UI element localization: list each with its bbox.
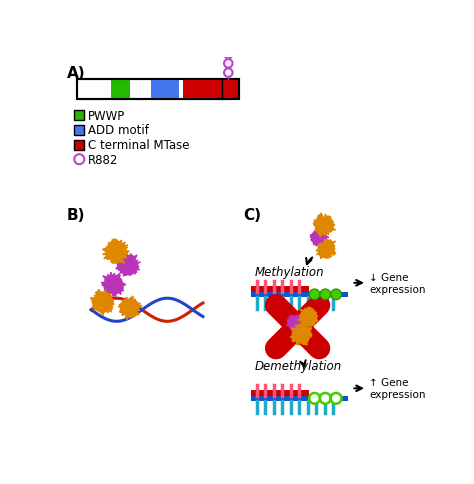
Bar (74, 140, 84, 151)
Circle shape (74, 155, 84, 165)
Text: C): C) (244, 208, 262, 223)
Polygon shape (102, 239, 129, 264)
Polygon shape (116, 254, 140, 276)
Bar (74, 111, 84, 121)
Bar (111, 79, 130, 100)
Circle shape (320, 289, 331, 300)
Bar (183, 79, 239, 100)
Polygon shape (90, 290, 114, 316)
Text: ↑ Gene
expression: ↑ Gene expression (369, 378, 426, 399)
Text: A): A) (66, 66, 85, 81)
Circle shape (224, 69, 233, 77)
Circle shape (331, 289, 341, 300)
Text: B): B) (66, 208, 85, 223)
Circle shape (224, 51, 233, 59)
Circle shape (224, 60, 233, 68)
Text: Methylation: Methylation (255, 265, 324, 278)
Text: PWWP: PWWP (88, 109, 126, 122)
Polygon shape (118, 296, 142, 320)
Text: ADD motif: ADD motif (88, 124, 149, 137)
Polygon shape (298, 307, 318, 329)
Polygon shape (310, 228, 329, 247)
Circle shape (309, 289, 320, 300)
Bar (74, 126, 84, 136)
Polygon shape (316, 240, 336, 259)
Circle shape (309, 393, 320, 404)
Bar (251, 292, 347, 298)
Bar (251, 390, 309, 396)
Polygon shape (313, 213, 336, 238)
Circle shape (331, 393, 341, 404)
Polygon shape (291, 324, 312, 346)
Bar (251, 287, 309, 292)
Text: Demethylation: Demethylation (255, 359, 342, 372)
Circle shape (320, 393, 331, 404)
Polygon shape (286, 316, 306, 333)
Polygon shape (101, 272, 126, 297)
Bar (77, 79, 239, 100)
Bar (251, 396, 347, 402)
Text: ↓ Gene
expression: ↓ Gene expression (369, 272, 426, 294)
Bar (179, 79, 183, 100)
Bar (151, 79, 179, 100)
Text: R882: R882 (88, 153, 118, 166)
Bar (77, 79, 239, 100)
Text: C terminal MTase: C terminal MTase (88, 139, 190, 152)
